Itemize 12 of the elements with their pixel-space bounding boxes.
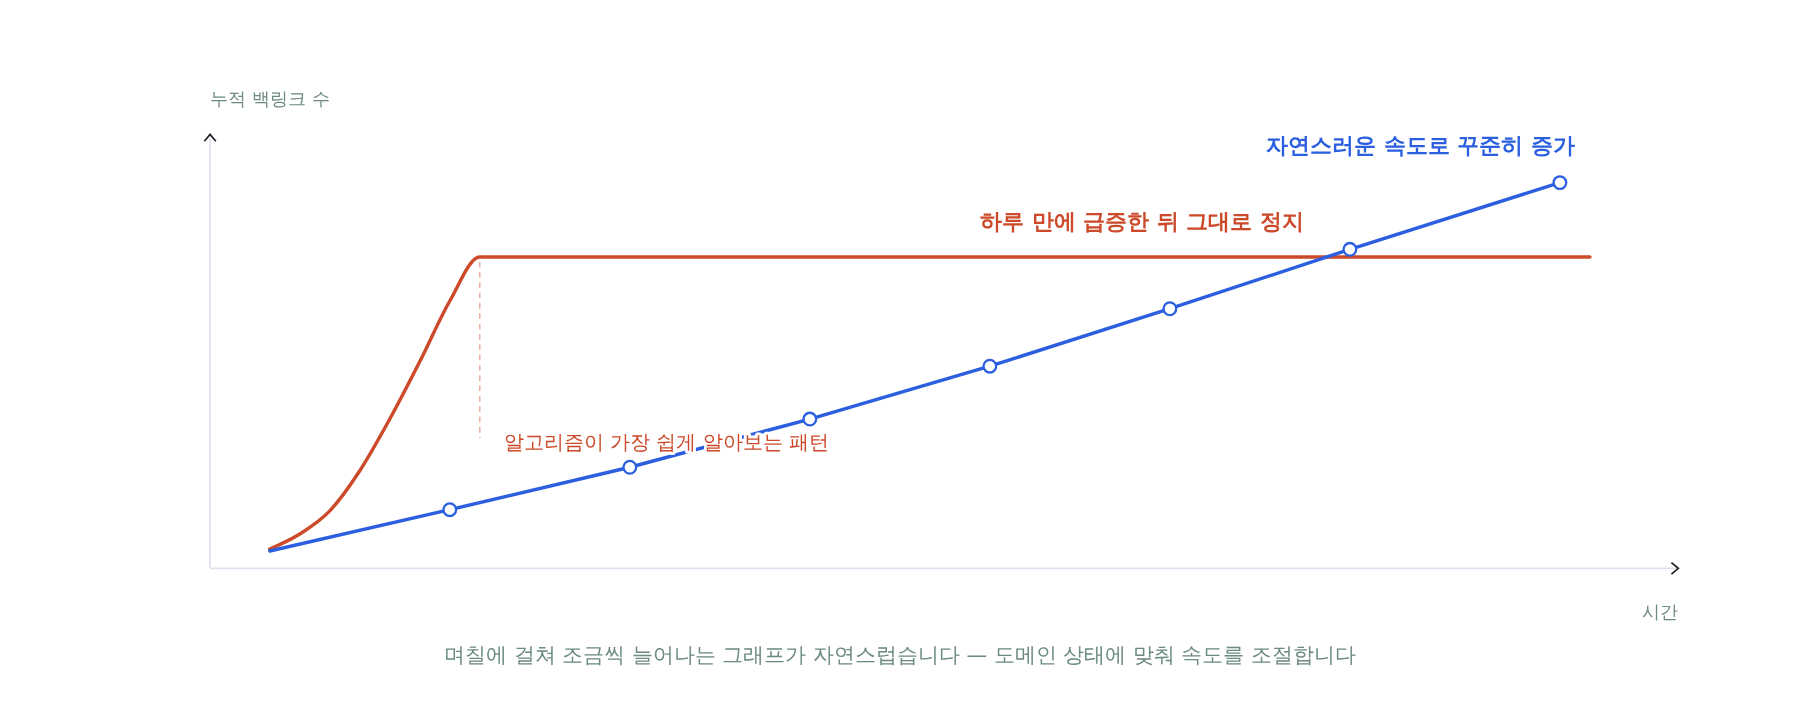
series-label: 하루 만에 급증한 뒤 그대로 정지 xyxy=(980,209,1305,235)
point xyxy=(1552,175,1568,191)
x-axis-title: 시간 xyxy=(1642,600,1679,622)
point xyxy=(622,459,638,475)
series-label: 자연스러운 속도로 꾸준히 증가 xyxy=(1266,132,1575,158)
y-axis-title: 누적 백링크 수 xyxy=(210,87,330,109)
point xyxy=(982,358,998,374)
point xyxy=(1342,241,1358,257)
point xyxy=(802,411,818,427)
text: 며칠에 걸쳐 조금씩 늘어나는 그래프가 자연스럽습니다 — 도메인 상태에 맞춰 속도를 조절합니다 xyxy=(444,643,1356,668)
point xyxy=(442,502,458,518)
point xyxy=(1162,301,1178,317)
